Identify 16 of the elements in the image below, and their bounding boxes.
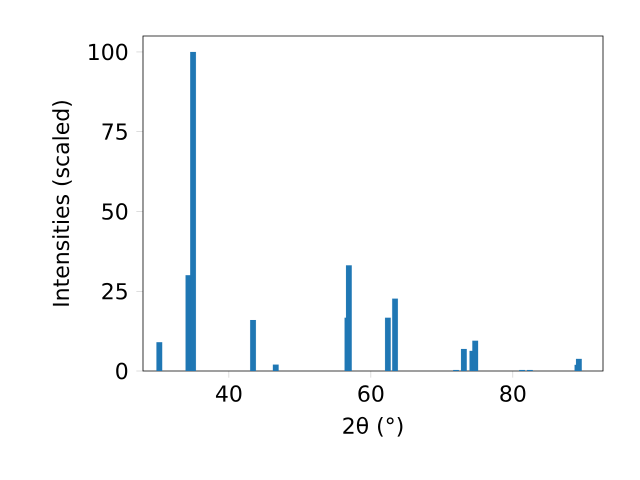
y-tick-label: 75 xyxy=(102,124,127,140)
y-tick-label: 50 xyxy=(102,203,128,220)
x-axis-title: 2θ (°) xyxy=(343,416,402,437)
bar xyxy=(472,340,478,371)
x-tick-label: 40 xyxy=(216,385,242,402)
y-tick-label: 0 xyxy=(116,362,128,380)
bar xyxy=(250,320,256,371)
y-tick-label: 25 xyxy=(102,282,127,300)
bar xyxy=(346,265,352,371)
x-tick-label: 60 xyxy=(358,385,384,402)
bar xyxy=(272,364,279,371)
x-tick-label: 80 xyxy=(500,385,526,402)
bar xyxy=(576,358,582,371)
bar xyxy=(156,342,162,371)
y-tick-label: 100 xyxy=(89,44,128,60)
y-axis-title: Intensities (scaled) xyxy=(52,101,72,306)
